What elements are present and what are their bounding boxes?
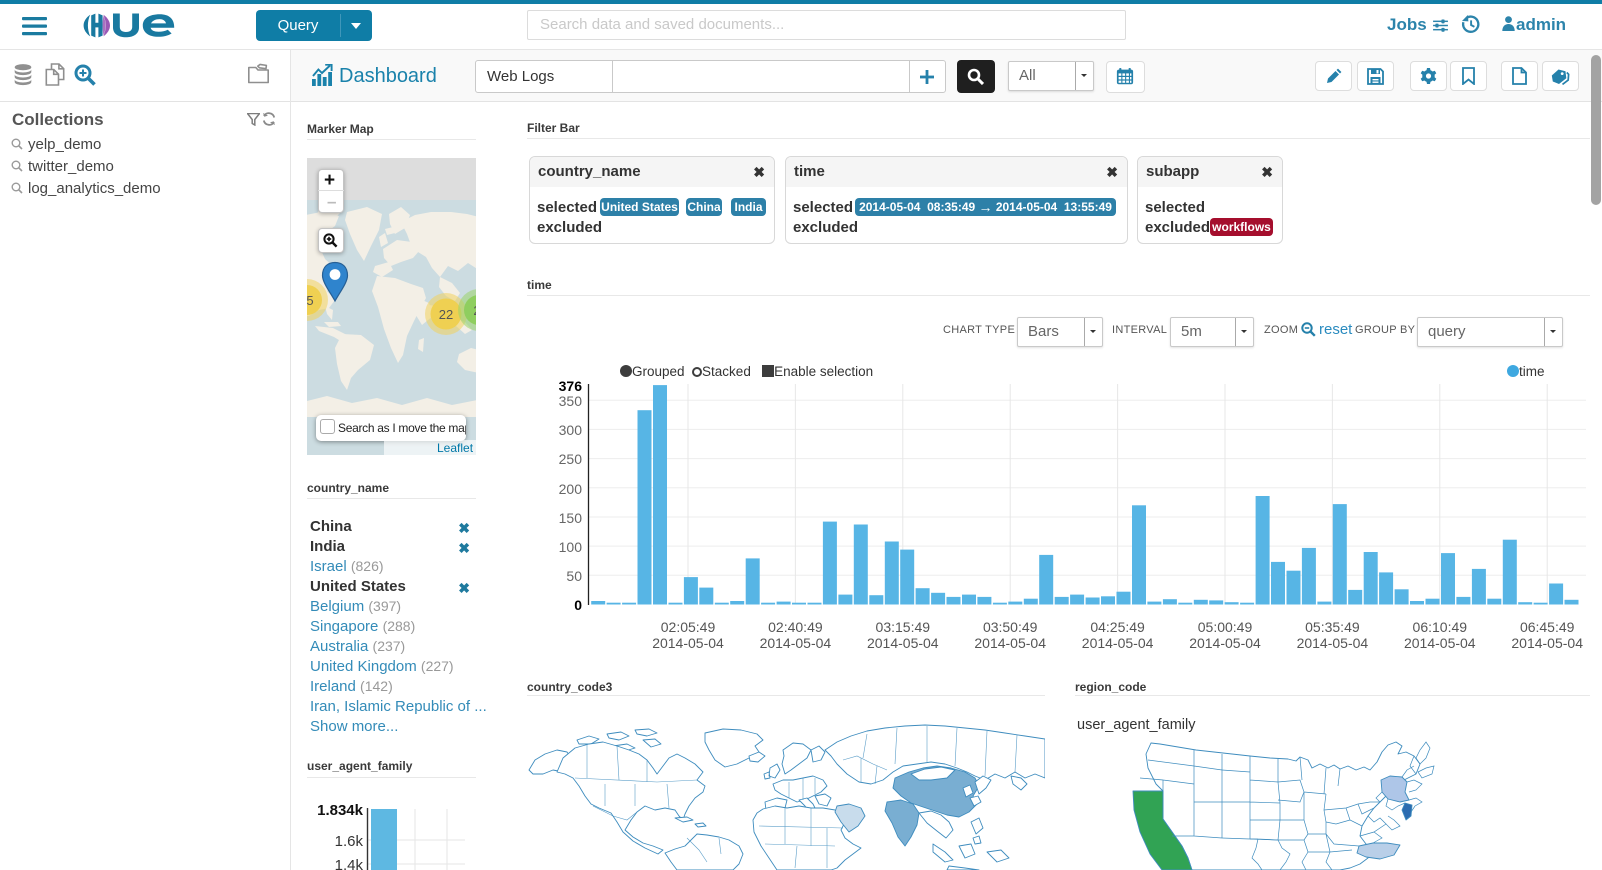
- svg-text:02:05:49: 02:05:49: [661, 619, 716, 635]
- svg-text:2014-05-04: 2014-05-04: [1082, 635, 1154, 651]
- svg-text:03:50:49: 03:50:49: [983, 619, 1038, 635]
- svg-text:2014-05-04: 2014-05-04: [760, 635, 832, 651]
- svg-text:02:40:49: 02:40:49: [768, 619, 823, 635]
- svg-text:2014-05-04: 2014-05-04: [1404, 635, 1476, 651]
- svg-text:04:25:49: 04:25:49: [1090, 619, 1145, 635]
- svg-text:2014-05-04: 2014-05-04: [1511, 635, 1583, 651]
- svg-text:2014-05-04: 2014-05-04: [1297, 635, 1369, 651]
- svg-text:2014-05-04: 2014-05-04: [867, 635, 939, 651]
- svg-text:05:00:49: 05:00:49: [1198, 619, 1253, 635]
- svg-text:22: 22: [439, 307, 453, 322]
- svg-text:06:45:49: 06:45:49: [1520, 619, 1575, 635]
- svg-text:03:15:49: 03:15:49: [876, 619, 931, 635]
- svg-text:06:10:49: 06:10:49: [1413, 619, 1468, 635]
- svg-text:5: 5: [307, 293, 314, 308]
- svg-text:05:35:49: 05:35:49: [1305, 619, 1360, 635]
- svg-text:2014-05-04: 2014-05-04: [974, 635, 1046, 651]
- svg-text:2: 2: [473, 303, 476, 318]
- svg-text:2014-05-04: 2014-05-04: [652, 635, 724, 651]
- svg-text:2014-05-04: 2014-05-04: [1189, 635, 1261, 651]
